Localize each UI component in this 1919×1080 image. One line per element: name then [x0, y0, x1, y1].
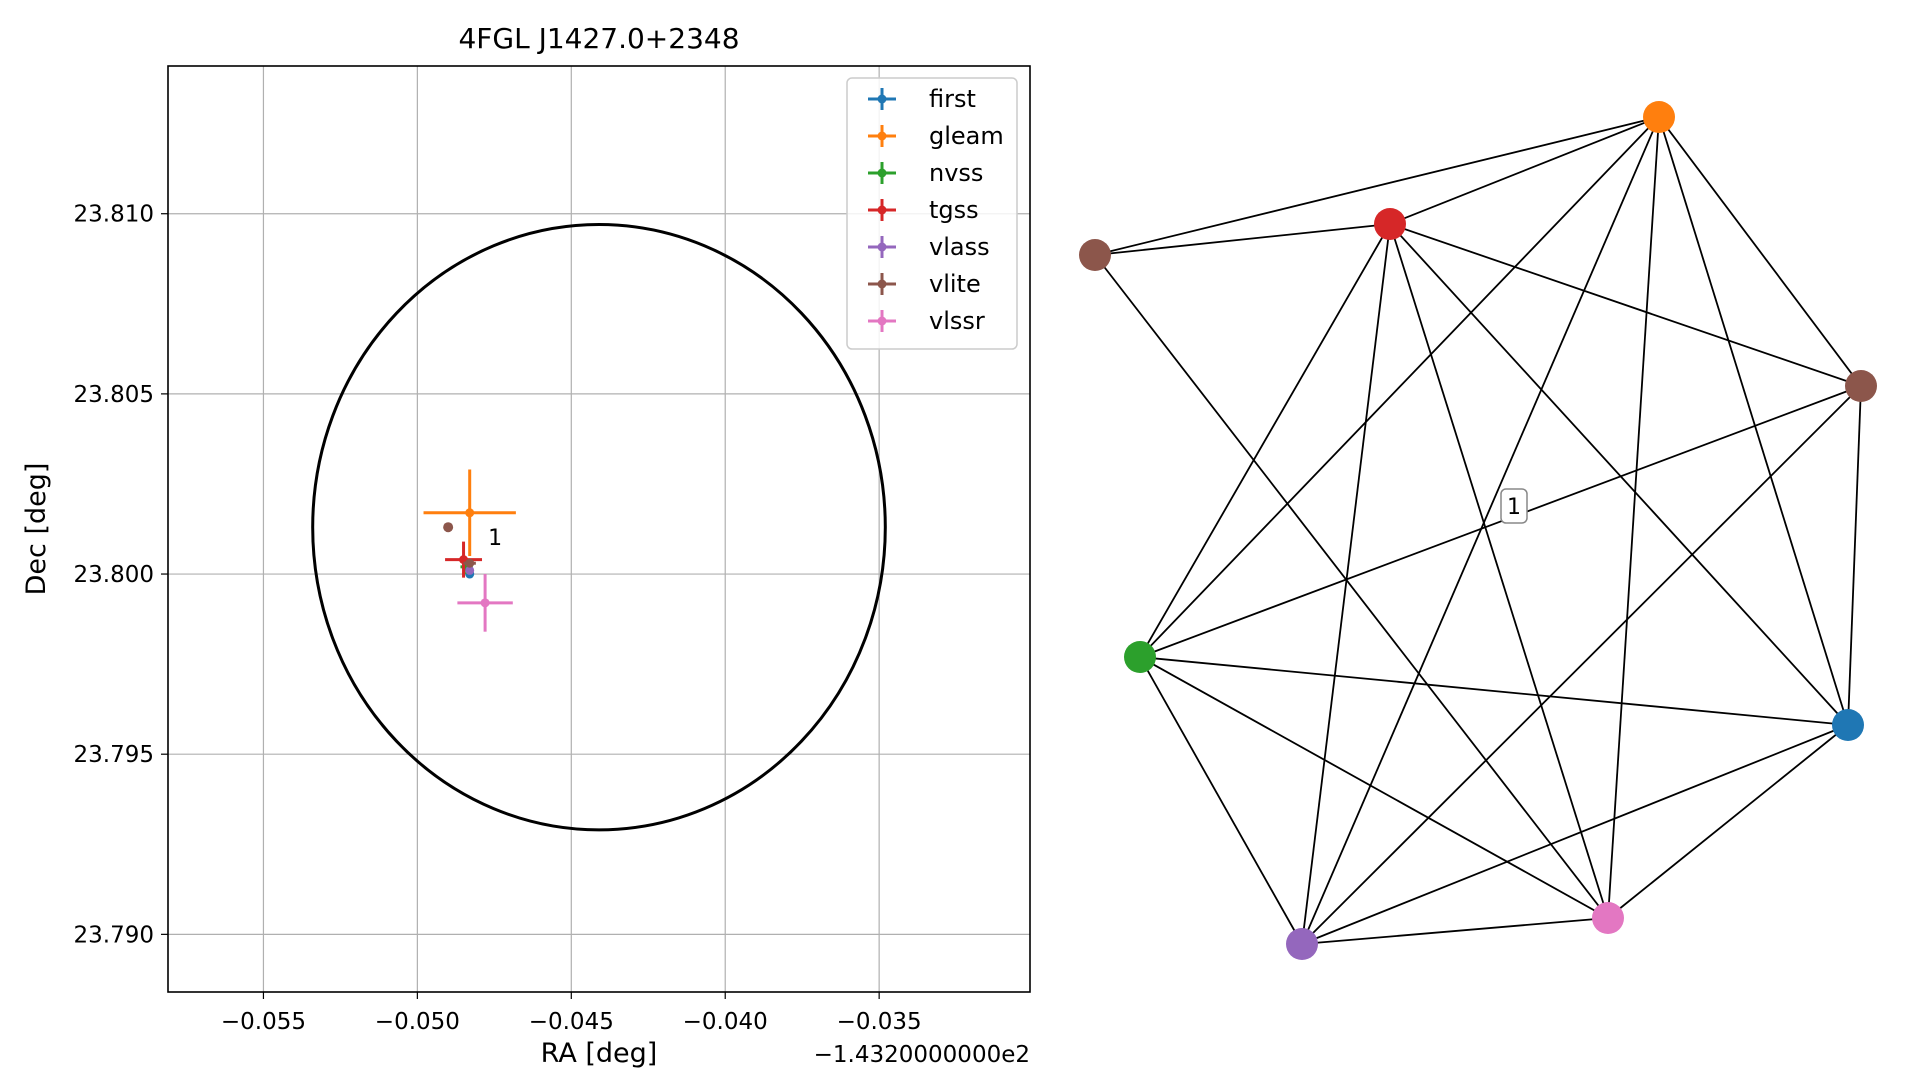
legend-marker-dot	[877, 279, 887, 289]
x-tick-label: −0.045	[529, 1009, 614, 1035]
y-tick-label: 23.810	[74, 202, 154, 228]
legend-entry-vlite: vlite	[868, 270, 981, 298]
node-nvss	[1124, 641, 1156, 673]
node-vlite-extra	[1079, 239, 1111, 271]
association-graph: 1	[1079, 101, 1877, 960]
extra-data-point	[443, 522, 454, 533]
legend-label: first	[929, 85, 976, 113]
data-point	[465, 558, 475, 568]
edge-nvss-vlass	[1139, 656, 1303, 945]
chart-title: 4FGL J1427.0+2348	[458, 22, 739, 55]
edge-gleam-vlite-extra	[1094, 116, 1660, 256]
edge-vlite-extra-vlssr	[1094, 254, 1609, 919]
edge-gleam-vlite	[1658, 116, 1862, 387]
ticks: −0.055 −0.050 −0.045 −0.040 −0.035 23.790 23.7…	[74, 202, 922, 1035]
association-circle	[311, 223, 887, 832]
legend-entry-first: first	[868, 85, 976, 113]
legend-marker-dot	[877, 205, 887, 215]
association-circle-layer	[311, 223, 887, 832]
legend-box	[846, 77, 1018, 350]
x-tick-label: −0.035	[837, 1009, 922, 1035]
edge-layer	[1094, 116, 1862, 945]
x-tick-label: −0.055	[221, 1009, 306, 1035]
edge-tgss-vlass	[1301, 223, 1391, 945]
edge-label-layer: 1	[1500, 488, 1528, 524]
edge-first-vlass	[1301, 724, 1849, 945]
series-vlssr	[457, 574, 513, 632]
legend-marker-dot	[877, 131, 887, 141]
y-tick-label: 23.805	[74, 382, 154, 408]
edge-tgss-first	[1389, 223, 1849, 726]
x-axis-offset-label: −1.4320000000e2	[814, 1042, 1030, 1068]
annotation-layer: 1	[488, 526, 502, 551]
series-gleam	[423, 469, 516, 557]
legend-marker-dot	[877, 242, 887, 252]
edge-label-text: 1	[1507, 495, 1521, 520]
legend-entry-vlass: vlass	[868, 233, 990, 261]
data-point	[465, 565, 475, 575]
edge-nvss-vlssr	[1139, 656, 1609, 919]
legend-entry-tgss: tgss	[868, 196, 979, 224]
series-vlass	[465, 565, 475, 575]
x-axis-title: RA [deg]	[541, 1038, 658, 1069]
legend-label: tgss	[929, 196, 979, 224]
edge-tgss-vlite-extra	[1094, 223, 1391, 256]
node-vlass	[1286, 928, 1318, 960]
data-point	[465, 508, 475, 518]
legend-marker-dot	[877, 168, 887, 178]
node-vlite	[1845, 370, 1877, 402]
y-tick-label: 23.800	[74, 562, 154, 588]
plot-frame	[167, 65, 1031, 993]
edge-gleam-tgss	[1389, 116, 1660, 225]
node-layer	[1079, 101, 1877, 960]
legend-label: gleam	[929, 122, 1004, 150]
data-point	[480, 598, 490, 608]
edge-tgss-vlite	[1389, 223, 1862, 387]
edge-label-box	[1500, 488, 1528, 524]
point-annotation: 1	[488, 526, 502, 551]
node-vlssr	[1592, 902, 1624, 934]
edge-vlass-vlssr	[1301, 917, 1609, 945]
node-tgss	[1374, 208, 1406, 240]
series-vlite	[463, 558, 476, 568]
edge-vlite-vlass	[1301, 385, 1862, 945]
edge-nvss-first	[1139, 656, 1849, 726]
edge-gleam-vlass	[1301, 116, 1660, 945]
edge-vlite-nvss	[1139, 385, 1862, 658]
node-first	[1832, 709, 1864, 741]
edge-vlite-first	[1847, 385, 1862, 726]
legend-label: vlass	[929, 233, 990, 261]
node-gleam	[1643, 101, 1675, 133]
edge-label: 1	[1500, 488, 1528, 524]
legend-entry-nvss: nvss	[868, 159, 983, 187]
edge-gleam-first	[1658, 116, 1849, 726]
legend-label: nvss	[929, 159, 983, 187]
legend-label: vlite	[929, 270, 981, 298]
x-tick-label: −0.040	[683, 1009, 768, 1035]
edge-gleam-vlssr	[1607, 116, 1660, 919]
legend-entry-vlssr: vlssr	[868, 307, 985, 335]
edge-first-vlssr	[1607, 724, 1849, 919]
x-tick-label: −0.050	[375, 1009, 460, 1035]
legend-label: vlssr	[929, 307, 985, 335]
y-tick-label: 23.795	[74, 742, 154, 768]
edge-gleam-nvss	[1139, 116, 1660, 658]
series-layer	[423, 469, 516, 632]
y-axis-title: Dec [deg]	[21, 463, 52, 596]
legend: first gleam nvss tgss vlass vlite vlssr	[846, 77, 1018, 350]
legend-marker-dot	[877, 316, 887, 326]
y-tick-label: 23.790	[74, 922, 154, 948]
legend-entry-gleam: gleam	[868, 122, 1004, 150]
edge-tgss-vlssr	[1389, 223, 1609, 919]
legend-marker-dot	[877, 94, 887, 104]
left-chart: −0.055 −0.050 −0.045 −0.040 −0.035 23.790 23.7…	[21, 22, 1031, 1069]
edge-tgss-nvss	[1139, 223, 1391, 658]
series-tgss	[445, 541, 483, 578]
